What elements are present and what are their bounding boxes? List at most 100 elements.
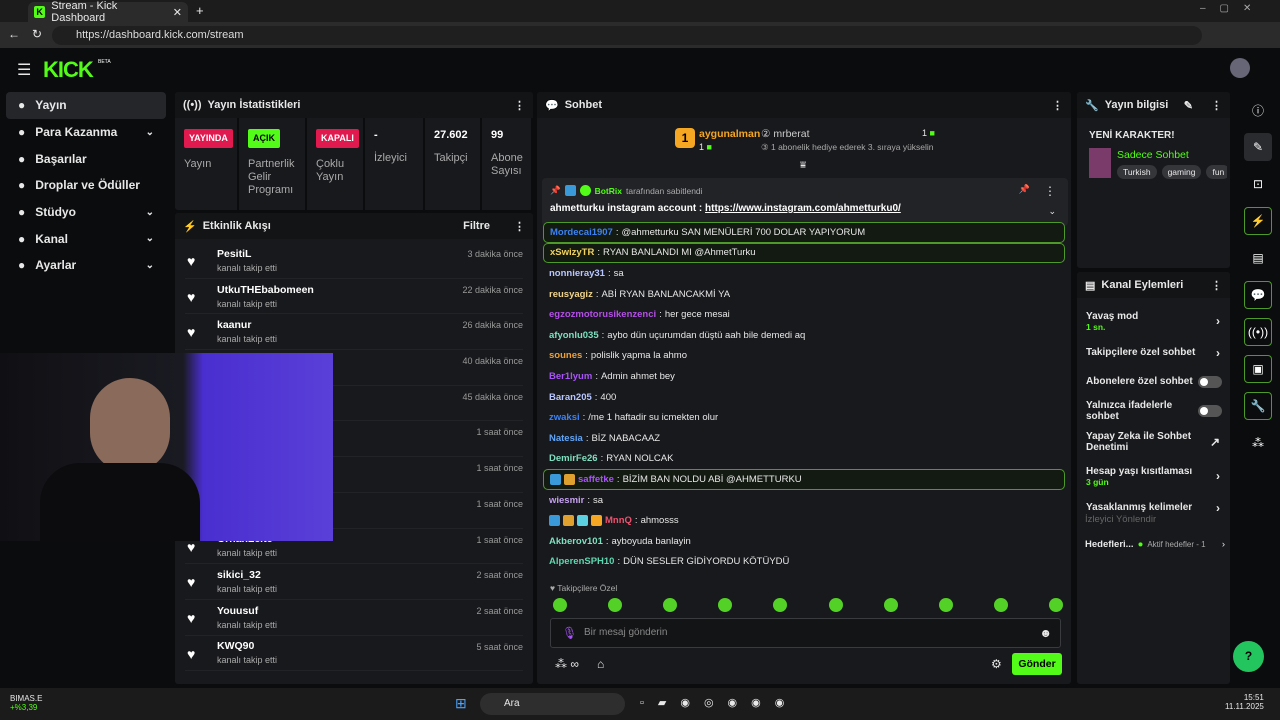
chat-username[interactable]: Baran205 xyxy=(549,391,592,403)
leaderboard-first[interactable]: aygunalman xyxy=(699,128,761,140)
emote-icon[interactable] xyxy=(993,598,1008,612)
more-icon[interactable]: ⋮ xyxy=(1211,99,1222,112)
start-icon[interactable]: ⊞ xyxy=(455,695,467,711)
event-user[interactable]: PesitiL xyxy=(217,247,252,260)
broadcast-icon[interactable]: ((•)) xyxy=(1244,318,1272,346)
pinned-by[interactable]: BotRix xyxy=(594,185,622,196)
emote-icon[interactable] xyxy=(663,598,678,612)
unpin-icon[interactable]: 📌 xyxy=(1018,184,1030,194)
menu-icon[interactable]: ☰ xyxy=(17,62,32,79)
chat-input[interactable]: 🎙 Bir mesaj gönderin ☻ xyxy=(550,618,1061,648)
emote-icon[interactable] xyxy=(828,598,843,612)
back-icon[interactable]: ← xyxy=(8,27,20,41)
sidebar-item[interactable]: ● Droplar ve Ödüller xyxy=(6,172,166,199)
chat-username[interactable]: reusyagiz xyxy=(549,288,593,300)
url-field[interactable]: https://dashboard.kick.com/stream xyxy=(52,26,1202,45)
chat-username[interactable]: saffetke xyxy=(578,473,614,485)
sidebar-item[interactable]: ● Başarılar xyxy=(6,145,166,172)
channel-action-item[interactable]: Yavaş mod 1 sn. › xyxy=(1077,304,1230,338)
more-icon[interactable]: ⋮ xyxy=(1044,184,1056,198)
more-icon[interactable]: ⋮ xyxy=(1052,99,1063,112)
sidebar-item[interactable]: ● Kanal ⌄ xyxy=(6,225,166,252)
tag-chip[interactable]: Turkish xyxy=(1117,165,1157,179)
kicks-icon[interactable]: ⁂ xyxy=(1252,436,1264,450)
avatar[interactable] xyxy=(1230,58,1250,78)
channel-action-item[interactable]: Yapay Zeka ile Sohbet Denetimi ↗ xyxy=(1077,425,1230,459)
event-user[interactable]: KWQ90 xyxy=(217,640,255,653)
event-user[interactable]: sikici_32 xyxy=(217,569,261,582)
toggle-switch[interactable] xyxy=(1198,375,1222,388)
filter-button[interactable]: Filtre xyxy=(463,220,490,232)
store-icon[interactable]: ⌂ xyxy=(597,657,605,671)
clock[interactable]: 15:51 11.11.2025 xyxy=(1225,693,1264,711)
goals-row[interactable]: Hedefleri... ● Aktif hedefler - 1 › xyxy=(1085,539,1225,550)
activity-icon[interactable]: ⚡ xyxy=(1244,207,1272,235)
send-button[interactable]: Gönder xyxy=(1012,653,1062,675)
pinned-link[interactable]: https://www.instagram.com/ahmetturku0/ xyxy=(705,203,901,214)
emote-icon[interactable] xyxy=(718,598,733,612)
channel-action-item[interactable]: Abonelere özel sohbet xyxy=(1077,367,1230,396)
notes-icon[interactable]: ▤ xyxy=(1252,251,1264,265)
chat-username[interactable]: Ber1lyum xyxy=(549,370,593,382)
chevron-right-icon[interactable]: › xyxy=(1216,469,1220,483)
chat-username[interactable]: Mordecai1907 xyxy=(550,226,613,238)
chat-username[interactable]: zwaksi xyxy=(549,412,580,424)
close-tab-icon[interactable]: ✕ xyxy=(172,6,182,19)
more-icon[interactable]: ⋮ xyxy=(1211,279,1222,292)
emote-icon[interactable] xyxy=(773,598,788,612)
channel-actions-icon[interactable]: ▣ xyxy=(1244,355,1272,383)
chevron-down-icon[interactable]: ⌄ xyxy=(145,206,154,218)
chat-username[interactable]: egzozmotorusikenzenci xyxy=(549,309,657,321)
sidebar-item[interactable]: ● Yayın xyxy=(6,92,166,119)
chat-username[interactable]: AlperenSPH10 xyxy=(549,556,615,568)
expand-chevron-icon[interactable]: ⌄ xyxy=(1048,206,1056,216)
tag-chip[interactable]: gaming xyxy=(1161,165,1202,179)
category-name[interactable]: Sadece Sohbet xyxy=(1117,149,1189,161)
chat-username[interactable]: Akberov101 xyxy=(549,535,603,547)
chat-username[interactable]: Natesia xyxy=(549,432,583,444)
emote-icon[interactable] xyxy=(938,598,953,612)
chat-username[interactable]: wiesmir xyxy=(549,494,585,506)
taskbar-search[interactable]: Ara xyxy=(480,693,625,715)
tag-chip[interactable]: fun xyxy=(1206,165,1227,179)
emoji-icon[interactable]: ☻ xyxy=(1039,626,1052,640)
chat-username[interactable]: xSwizyTR xyxy=(550,247,595,259)
chat-username[interactable]: DemirFe26 xyxy=(549,453,598,465)
chat-settings-icon[interactable]: ⚙ xyxy=(991,657,1002,671)
chevron-down-icon[interactable]: ⌄ xyxy=(145,126,154,138)
emote-icon[interactable] xyxy=(883,598,898,612)
screen-capture-icon[interactable]: ⊡ xyxy=(1252,177,1264,191)
kicks-icon[interactable]: ⁂ ∞ xyxy=(555,657,579,671)
event-user[interactable]: kaanur xyxy=(217,319,252,332)
reload-icon[interactable]: ↻ xyxy=(32,27,43,41)
channel-action-item[interactable]: Yalnızca ifadelerle sohbet xyxy=(1077,396,1230,425)
chevron-right-icon[interactable]: › xyxy=(1216,500,1220,515)
collapse-leaderboard-icon[interactable]: ⩸ xyxy=(800,160,807,171)
emote-icon[interactable] xyxy=(608,598,623,612)
external-link-icon[interactable]: ↗ xyxy=(1209,435,1220,449)
channel-action-item[interactable]: Yasaklanmış kelimeler › xyxy=(1077,493,1230,522)
chevron-right-icon[interactable]: › xyxy=(1216,345,1220,360)
emote-icon[interactable] xyxy=(553,598,567,612)
info-icon[interactable]: ⓘ xyxy=(1251,103,1264,118)
chat-username[interactable]: nonnieray31 xyxy=(549,267,605,279)
chat-username[interactable]: MnnQ xyxy=(605,515,632,527)
sidebar-item[interactable]: ● Ayarlar ⌄ xyxy=(6,252,166,279)
browser-tab[interactable]: K Stream - Kick Dashboard ✕ xyxy=(28,0,188,24)
edit-icon[interactable]: ✎ xyxy=(1183,99,1193,112)
sidebar-item[interactable]: ● Stüdyo ⌄ xyxy=(6,199,166,226)
event-user[interactable]: UtkuTHEbabomeen xyxy=(217,283,314,296)
chat-username[interactable]: sounes xyxy=(549,350,583,362)
more-icon[interactable]: ⋮ xyxy=(514,220,525,233)
microphone-icon[interactable]: 🎙 xyxy=(562,626,578,640)
wrench-icon[interactable]: 🔧 xyxy=(1244,392,1272,420)
event-user[interactable]: Youusuf xyxy=(217,604,259,617)
chat-username[interactable]: afyonlu035 xyxy=(549,329,599,341)
help-button[interactable]: ? xyxy=(1233,641,1264,672)
emote-icon[interactable] xyxy=(1048,598,1063,612)
more-icon[interactable]: ⋮ xyxy=(514,99,525,112)
leaderboard-second[interactable]: ② mrberat xyxy=(761,128,810,140)
taskbar-apps[interactable]: ▫▰◉◎◉◉◉ xyxy=(640,697,799,709)
chevron-right-icon[interactable]: › xyxy=(1216,314,1220,328)
window-controls[interactable]: –▢✕ xyxy=(1200,3,1266,14)
